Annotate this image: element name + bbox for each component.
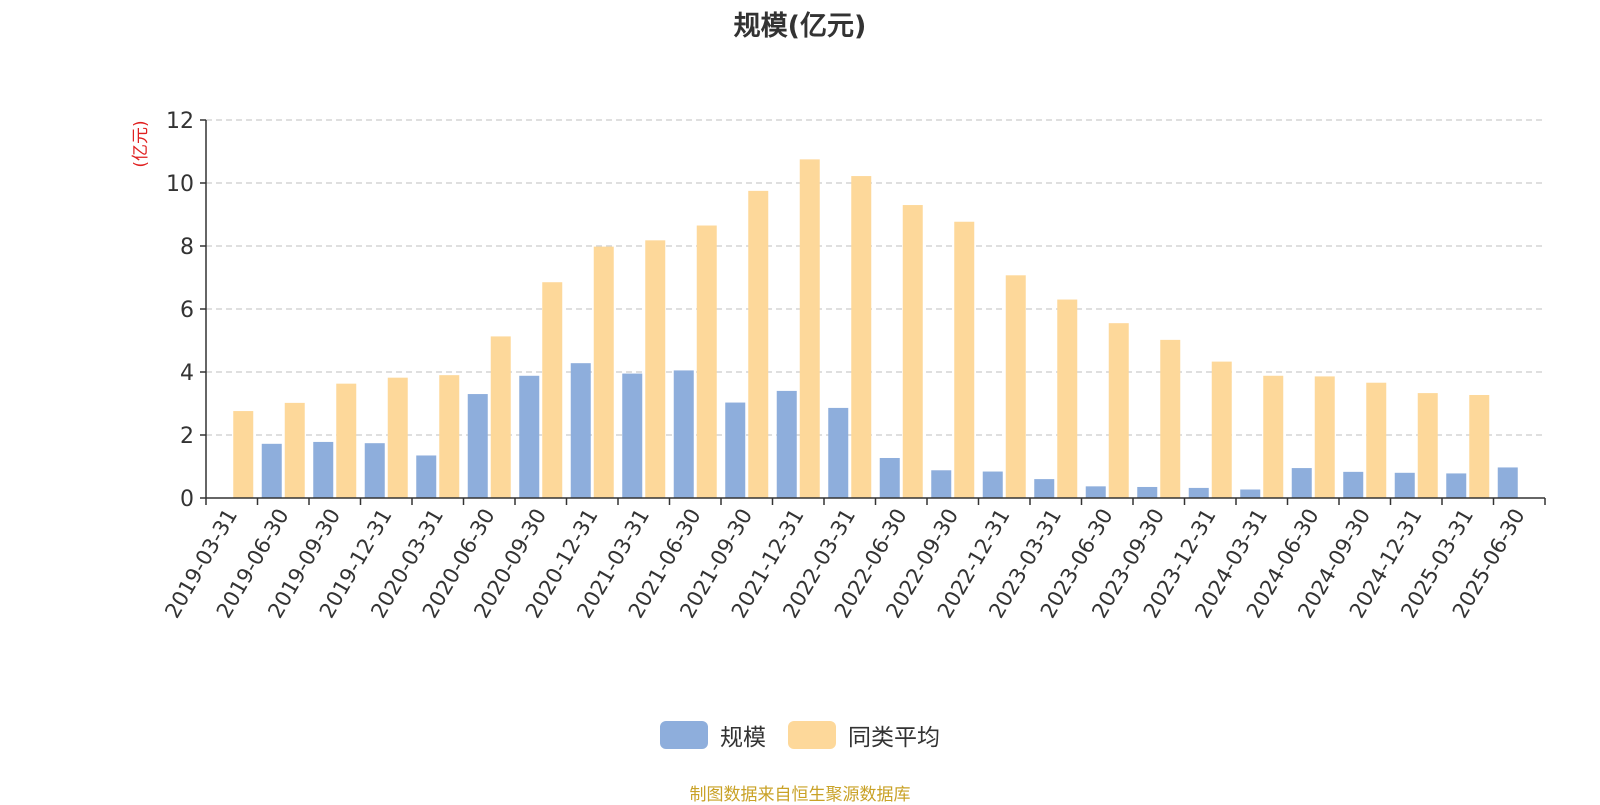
- grid-lines: [206, 119, 1545, 436]
- bar-peer-average[interactable]: [1366, 382, 1387, 498]
- bar-scale[interactable]: [879, 457, 900, 498]
- bar-scale[interactable]: [1446, 473, 1467, 498]
- legend-label-peer-average: 同类平均: [848, 725, 940, 751]
- y-axis-unit-label: (亿元): [131, 120, 151, 167]
- bars: [233, 159, 1518, 499]
- bar-scale[interactable]: [1188, 487, 1209, 498]
- bar-scale[interactable]: [673, 370, 694, 498]
- bar-scale[interactable]: [1343, 471, 1364, 498]
- bar-peer-average[interactable]: [1005, 275, 1026, 498]
- bar-peer-average[interactable]: [1108, 323, 1129, 498]
- bar-scale[interactable]: [1085, 486, 1106, 498]
- bar-peer-average[interactable]: [748, 190, 769, 498]
- bar-peer-average[interactable]: [954, 221, 975, 498]
- bar-scale[interactable]: [1394, 472, 1415, 498]
- bar-peer-average[interactable]: [1057, 299, 1078, 498]
- bar-peer-average[interactable]: [387, 377, 408, 498]
- bar-peer-average[interactable]: [1263, 375, 1284, 498]
- bar-peer-average[interactable]: [490, 336, 511, 498]
- y-tick-label: 6: [180, 298, 194, 323]
- bar-scale[interactable]: [622, 373, 643, 498]
- bar-peer-average[interactable]: [1160, 339, 1181, 498]
- bar-scale[interactable]: [1497, 467, 1518, 498]
- bar-peer-average[interactable]: [439, 375, 460, 498]
- bar-scale[interactable]: [982, 471, 1003, 498]
- y-tick-label: 2: [180, 424, 194, 449]
- y-tick-label: 4: [180, 361, 194, 386]
- bar-peer-average[interactable]: [1211, 361, 1232, 498]
- y-tick-label: 0: [180, 487, 194, 512]
- bar-peer-average[interactable]: [645, 240, 666, 498]
- bar-peer-average[interactable]: [233, 411, 254, 498]
- bar-peer-average[interactable]: [799, 159, 820, 498]
- y-tick-label: 12: [166, 109, 194, 134]
- bar-scale[interactable]: [416, 455, 437, 498]
- bar-peer-average[interactable]: [902, 205, 923, 499]
- bar-peer-average[interactable]: [542, 282, 563, 498]
- bar-peer-average[interactable]: [593, 246, 614, 498]
- chart-title: 规模(亿元): [733, 11, 867, 42]
- y-tick-label: 10: [166, 172, 194, 197]
- bar-scale[interactable]: [1137, 486, 1158, 498]
- y-tick-label: 8: [180, 235, 194, 260]
- bar-peer-average[interactable]: [1469, 394, 1490, 498]
- source-note: 制图数据来自恒生聚源数据库: [689, 785, 911, 805]
- legend-swatch-scale: [660, 721, 708, 749]
- bar-peer-average[interactable]: [1314, 376, 1335, 498]
- bar-peer-average[interactable]: [1417, 393, 1438, 498]
- legend-item-scale[interactable]: 规模: [660, 718, 766, 752]
- bar-scale[interactable]: [1034, 479, 1055, 498]
- bar-peer-average[interactable]: [851, 176, 872, 498]
- bar-peer-average[interactable]: [696, 225, 717, 498]
- bar-scale[interactable]: [1291, 468, 1312, 498]
- bar-scale[interactable]: [570, 363, 591, 498]
- bar-scale[interactable]: [519, 375, 540, 498]
- bar-peer-average[interactable]: [336, 383, 357, 498]
- bar-scale[interactable]: [828, 407, 849, 498]
- bar-scale[interactable]: [725, 402, 746, 498]
- legend-item-peer-average[interactable]: 同类平均: [788, 718, 940, 752]
- bar-scale[interactable]: [1240, 489, 1261, 498]
- bar-scale[interactable]: [931, 470, 952, 498]
- bar-scale[interactable]: [467, 394, 488, 498]
- bar-scale[interactable]: [261, 443, 282, 498]
- bar-peer-average[interactable]: [284, 402, 305, 498]
- bar-scale[interactable]: [776, 390, 797, 498]
- legend-label-scale: 规模: [720, 725, 766, 751]
- legend-swatch-peer-average: [788, 721, 836, 749]
- legend: 规模 同类平均: [0, 718, 1600, 752]
- bar-scale[interactable]: [313, 441, 334, 498]
- bar-scale[interactable]: [364, 443, 385, 498]
